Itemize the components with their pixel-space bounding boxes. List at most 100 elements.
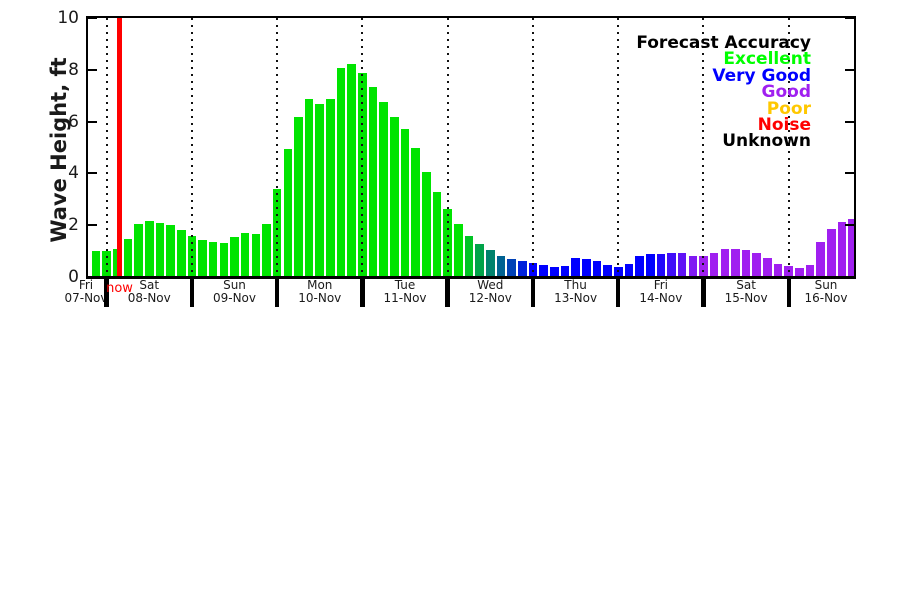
day-label: Mon 10-Nov xyxy=(270,279,370,304)
day-date: 12-Nov xyxy=(468,290,512,305)
wave-bar xyxy=(379,102,389,277)
day-boundary-axis-tick xyxy=(530,277,536,307)
day-date: 11-Nov xyxy=(383,290,427,305)
legend-item-good: Good xyxy=(761,82,811,103)
day-name: Sun xyxy=(223,278,246,292)
legend-item-noise: Noise xyxy=(757,115,811,136)
wave-bar xyxy=(91,251,101,277)
day-date: 14-Nov xyxy=(639,290,683,305)
wave-bar xyxy=(304,99,314,277)
y-tick-label: 0 xyxy=(68,267,79,287)
wave-bar xyxy=(283,149,293,277)
wave-bar xyxy=(731,248,740,277)
y-axis-tick xyxy=(88,68,97,71)
day-boundary-gridline xyxy=(531,18,534,277)
plot-area xyxy=(88,18,854,277)
day-date: 07-Nov xyxy=(64,290,108,305)
y-axis-tick xyxy=(88,224,97,227)
wave-bar xyxy=(134,223,143,277)
day-name: Sat xyxy=(736,278,756,292)
legend-title: Forecast Accuracy xyxy=(636,33,811,53)
wave-bar xyxy=(805,265,815,277)
wave-bar xyxy=(549,266,559,277)
day-name: Mon xyxy=(307,278,333,292)
wave-bar xyxy=(603,264,612,277)
wave-bar xyxy=(539,264,548,277)
day-name: Sun xyxy=(814,278,838,292)
day-boundary-axis-tick xyxy=(701,277,706,307)
day-boundary-gridline xyxy=(361,18,364,277)
wave-bar xyxy=(411,148,420,277)
y-axis-tick xyxy=(845,276,854,277)
forecast-accuracy-legend: Forecast Accuracy Excellent Very Good Good… xyxy=(636,33,811,152)
wave-bar xyxy=(581,258,591,277)
wave-bar xyxy=(795,267,804,277)
now-label: now xyxy=(106,281,133,296)
wave-bar xyxy=(251,234,261,277)
legend-item-poor: Poor xyxy=(766,98,811,119)
wave-bar xyxy=(773,263,783,277)
y-axis-tick xyxy=(88,120,97,123)
day-label: Wed 12-Nov xyxy=(440,279,540,304)
wave-bar xyxy=(262,223,271,277)
y-axis-tick xyxy=(845,172,854,175)
wave-bar xyxy=(326,99,335,277)
wave-bar xyxy=(560,265,570,277)
day-label: Fri 14-Nov xyxy=(611,279,711,304)
y-axis-tick xyxy=(845,224,854,227)
day-label: Tue 11-Nov xyxy=(355,279,455,304)
wave-bar xyxy=(208,241,218,277)
y-tick-label: 6 xyxy=(68,111,79,132)
legend-item-unknown: Unknown xyxy=(722,131,811,152)
wave-bar xyxy=(176,230,186,277)
wave-bar xyxy=(496,255,506,277)
wave-bar xyxy=(144,221,154,277)
day-name: Tue xyxy=(394,278,416,292)
day-date: 13-Nov xyxy=(554,290,598,305)
wave-bar xyxy=(155,222,165,277)
day-boundary-axis-tick xyxy=(615,277,621,307)
day-label: Sun 16-Nov xyxy=(776,279,876,304)
wave-bar xyxy=(656,254,666,277)
wave-bar xyxy=(123,238,133,277)
day-boundary-axis-tick xyxy=(786,277,791,307)
day-label: Sun 09-Nov xyxy=(185,279,285,304)
wave-bar xyxy=(315,104,325,277)
wave-bar xyxy=(720,249,730,277)
day-label: Sat 15-Nov xyxy=(696,279,796,304)
day-date: 15-Nov xyxy=(724,290,768,305)
y-axis-tick xyxy=(845,68,854,71)
wave-bar xyxy=(677,253,687,277)
now-line xyxy=(117,18,122,277)
day-boundary-gridline xyxy=(446,18,449,277)
wave-bar xyxy=(837,221,847,277)
wave-bar xyxy=(432,191,442,277)
day-boundary-gridline xyxy=(276,18,279,277)
day-label: Thu 13-Nov xyxy=(526,279,626,304)
day-boundary-gridline xyxy=(702,18,705,277)
day-boundary-axis-tick xyxy=(104,277,109,307)
day-name: Thu xyxy=(564,278,587,292)
day-name: Fri xyxy=(653,278,668,292)
day-date: 16-Nov xyxy=(804,290,848,305)
wave-bar xyxy=(390,117,399,277)
wave-bar xyxy=(667,252,676,277)
wave-bar xyxy=(475,244,484,277)
y-axis-tick xyxy=(88,172,97,175)
wave-bar xyxy=(219,243,229,277)
wave-bar xyxy=(688,256,698,277)
y-axis-tick xyxy=(845,120,854,123)
wave-bar xyxy=(848,218,854,277)
wave-bar xyxy=(336,68,346,277)
wave-bar xyxy=(347,64,357,277)
wave-bar xyxy=(507,258,516,277)
wave-bar xyxy=(486,249,495,277)
wave-bar xyxy=(464,236,474,277)
day-date: 10-Nov xyxy=(298,290,342,305)
day-date: 09-Nov xyxy=(212,290,257,305)
wave-bar xyxy=(294,117,303,277)
wave-bar xyxy=(400,128,410,277)
legend-item-very-good: Very Good xyxy=(712,65,811,86)
wave-bar xyxy=(454,224,463,277)
